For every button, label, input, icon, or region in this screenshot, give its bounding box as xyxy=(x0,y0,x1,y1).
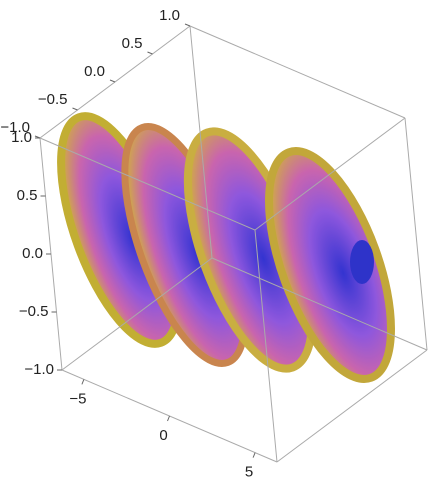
z-tick xyxy=(252,452,256,458)
y-tick-label: 1.0 xyxy=(11,129,32,146)
box-edge xyxy=(189,25,406,119)
x-tick-label: 0.0 xyxy=(84,63,105,80)
z-tick-label: 0 xyxy=(159,427,167,444)
x-tick-label: −1.0 xyxy=(0,119,30,136)
box-edge xyxy=(404,117,428,351)
x-tick-label: −0.5 xyxy=(38,91,68,108)
box-edge xyxy=(254,117,406,231)
box-edge xyxy=(39,137,256,231)
y-tick-label: 0.0 xyxy=(22,245,43,262)
x-tick-label: 0.5 xyxy=(122,35,143,52)
x-tick-label: 1.0 xyxy=(159,7,180,24)
box-edge xyxy=(211,257,428,351)
z-tick-label: −5 xyxy=(69,390,86,407)
box-edge xyxy=(61,257,213,371)
z-tick xyxy=(167,415,170,422)
x-tick xyxy=(72,107,78,111)
y-tick-label: −1.0 xyxy=(24,361,54,378)
x-tick xyxy=(109,79,116,83)
z-tick xyxy=(81,379,85,385)
x-tick xyxy=(184,23,191,27)
y-tick-label: 0.5 xyxy=(17,187,38,204)
x-tick xyxy=(147,51,153,55)
box-edge xyxy=(254,229,278,463)
z-tick-label: 5 xyxy=(245,464,253,481)
box-edge xyxy=(276,349,428,463)
contour-surfaces xyxy=(57,112,395,383)
y-tick-label: −0.5 xyxy=(19,303,49,320)
core xyxy=(350,240,374,284)
box-edge xyxy=(189,25,213,259)
